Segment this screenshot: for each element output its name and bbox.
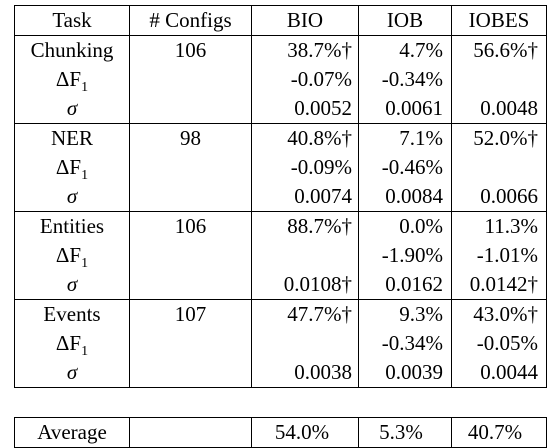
empty-cell: [129, 358, 252, 388]
task-name: Events: [14, 299, 130, 329]
average-configs: [129, 417, 252, 448]
sigma-label: σ: [14, 182, 130, 212]
empty-cell: [129, 65, 252, 94]
table-row: Entities 106 88.7%† 0.0% 11.3%: [14, 211, 547, 241]
sigma-iobes-value: 0.0048: [451, 94, 547, 124]
delta-iob-value: -0.46%: [358, 153, 452, 182]
delta-iobes-value: -0.05%: [451, 329, 547, 358]
sigma-iob-value: 0.0162: [358, 270, 452, 300]
delta-iobes-value: [451, 153, 547, 182]
main-iob-value: 4.7%: [358, 35, 452, 65]
results-table-figure: Task # Configs BIO IOB IOBES Chunking 106…: [14, 5, 547, 448]
sigma-label: σ: [14, 358, 130, 388]
sigma-iobes-value: 0.0044: [451, 358, 547, 388]
empty-cell: [129, 329, 252, 358]
table-row: Chunking 106 38.7%† 4.7% 56.6%†: [14, 35, 547, 65]
empty-cell: [129, 182, 252, 212]
main-bio-value: 40.8%†: [251, 123, 359, 153]
sigma-iob-value: 0.0084: [358, 182, 452, 212]
sigma-label: σ: [14, 94, 130, 124]
main-iob-value: 9.3%: [358, 299, 452, 329]
sigma-bio-value: 0.0038: [251, 358, 359, 388]
sigma-iob-value: 0.0039: [358, 358, 452, 388]
sigma-label: σ: [14, 270, 130, 300]
delta-iobes-value: [451, 65, 547, 94]
average-iob: 5.3%: [358, 417, 452, 448]
empty-cell: [129, 153, 252, 182]
delta-bio-value: -0.07%: [251, 65, 359, 94]
main-iobes-value: 11.3%: [451, 211, 547, 241]
table-row: NER 98 40.8%† 7.1% 52.0%†: [14, 123, 547, 153]
header-configs: # Configs: [129, 5, 252, 36]
delta-bio-value: -0.09%: [251, 153, 359, 182]
header-task: Task: [14, 5, 130, 36]
average-section: Average 54.0% 5.3% 40.7%: [14, 387, 547, 448]
main-bio-value: 88.7%†: [251, 211, 359, 241]
table-row: σ 0.0074 0.0084 0.0066: [14, 182, 547, 212]
table-row: σ 0.0108† 0.0162 0.0142†: [14, 270, 547, 300]
table-row: ΔF1 -0.09% -0.46%: [14, 153, 547, 183]
table-row: Events 107 47.7%† 9.3% 43.0%†: [14, 299, 547, 329]
config-count: 106: [129, 211, 252, 241]
delta-f1-label: ΔF1: [14, 241, 130, 271]
config-count: 107: [129, 299, 252, 329]
average-bio: 54.0%: [251, 417, 359, 448]
sigma-bio-value: 0.0074: [251, 182, 359, 212]
delta-f1-label: ΔF1: [14, 65, 130, 95]
delta-iob-value: -0.34%: [358, 65, 452, 94]
empty-cell: [129, 94, 252, 124]
task-name: NER: [14, 123, 130, 153]
table-row: σ 0.0038 0.0039 0.0044: [14, 358, 547, 388]
config-count: 106: [129, 35, 252, 65]
table-row: ΔF1 -0.34% -0.05%: [14, 329, 547, 359]
empty-cell: [129, 241, 252, 270]
sigma-iob-value: 0.0061: [358, 94, 452, 124]
task-name: Chunking: [14, 35, 130, 65]
delta-f1-label: ΔF1: [14, 153, 130, 183]
delta-f1-label: ΔF1: [14, 329, 130, 359]
sigma-bio-value: 0.0052: [251, 94, 359, 124]
main-bio-value: 47.7%†: [251, 299, 359, 329]
average-iobes: 40.7%: [451, 417, 547, 448]
main-bio-value: 38.7%†: [251, 35, 359, 65]
table-row: ΔF1 -1.90% -1.01%: [14, 241, 547, 271]
spacer-row: [14, 387, 547, 418]
average-label: Average: [14, 417, 130, 448]
main-iobes-value: 56.6%†: [451, 35, 547, 65]
header-row: Task # Configs BIO IOB IOBES: [14, 5, 547, 36]
empty-cell: [129, 270, 252, 300]
table-row: ΔF1 -0.07% -0.34%: [14, 65, 547, 95]
main-iobes-value: 52.0%†: [451, 123, 547, 153]
config-count: 98: [129, 123, 252, 153]
delta-bio-value: [251, 329, 359, 358]
delta-bio-value: [251, 241, 359, 270]
main-iob-value: 7.1%: [358, 123, 452, 153]
main-iobes-value: 43.0%†: [451, 299, 547, 329]
sigma-iobes-value: 0.0142†: [451, 270, 547, 300]
sigma-iobes-value: 0.0066: [451, 182, 547, 212]
header-iob: IOB: [358, 5, 452, 36]
sigma-bio-value: 0.0108†: [251, 270, 359, 300]
delta-iobes-value: -1.01%: [451, 241, 547, 270]
results-table: Task # Configs BIO IOB IOBES Chunking 106…: [14, 5, 547, 448]
delta-iob-value: -0.34%: [358, 329, 452, 358]
header-bio: BIO: [251, 5, 359, 36]
main-iob-value: 0.0%: [358, 211, 452, 241]
header-iobes: IOBES: [451, 5, 547, 36]
table-body: Chunking 106 38.7%† 4.7% 56.6%† ΔF1 -0.07% -0.3…: [14, 35, 547, 388]
table-row: σ 0.0052 0.0061 0.0048: [14, 94, 547, 124]
average-row: Average 54.0% 5.3% 40.7%: [14, 417, 547, 448]
delta-iob-value: -1.90%: [358, 241, 452, 270]
task-name: Entities: [14, 211, 130, 241]
